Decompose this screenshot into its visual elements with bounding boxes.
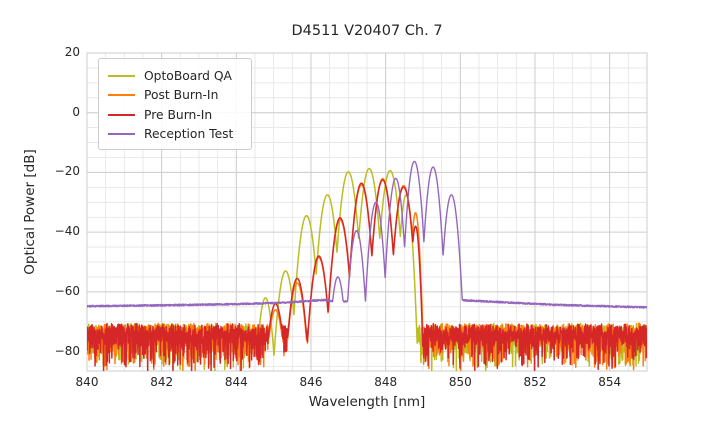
x-tick-label: 844	[224, 375, 248, 389]
y-tick-label: −60	[54, 283, 80, 298]
x-tick-label: 850	[448, 375, 472, 389]
legend-item: Pre Burn-In	[108, 105, 251, 125]
x-tick-label: 840	[75, 375, 99, 389]
legend-item-label: Post Burn-In	[144, 88, 219, 103]
series-line	[87, 179, 647, 371]
legend-item: Reception Test	[108, 125, 251, 145]
legend-item-label: OptoBoard QA	[144, 68, 232, 83]
x-tick-label: 854	[598, 375, 622, 389]
legend-line-swatch	[108, 94, 135, 97]
y-tick-label: −40	[54, 224, 80, 239]
x-tick-label: 852	[523, 375, 547, 389]
legend-item: OptoBoard QA	[108, 66, 251, 86]
y-tick-label: −80	[54, 343, 80, 358]
legend-line-swatch	[108, 74, 135, 77]
legend-line-swatch	[108, 113, 135, 116]
y-tick-label: 0	[72, 104, 80, 119]
chart-title: D4511 V20407 Ch. 7	[291, 23, 443, 39]
x-tick-label: 846	[299, 375, 323, 389]
x-tick-label: 848	[374, 375, 398, 389]
legend-item-label: Reception Test	[144, 127, 234, 142]
legend-item-label: Pre Burn-In	[144, 107, 213, 122]
legend: OptoBoard QA Post Burn-In Pre Burn-In Re…	[98, 58, 252, 150]
y-tick-label: 20	[64, 45, 80, 59]
x-axis-label: Wavelength [nm]	[308, 394, 426, 410]
y-tick-label: −20	[54, 164, 80, 179]
series-line	[87, 160, 647, 309]
legend-item: Post Burn-In	[108, 86, 251, 106]
y-axis-label: Optical Power [dB]	[22, 149, 38, 275]
legend-line-swatch	[108, 133, 135, 136]
x-tick-label: 842	[150, 375, 174, 389]
